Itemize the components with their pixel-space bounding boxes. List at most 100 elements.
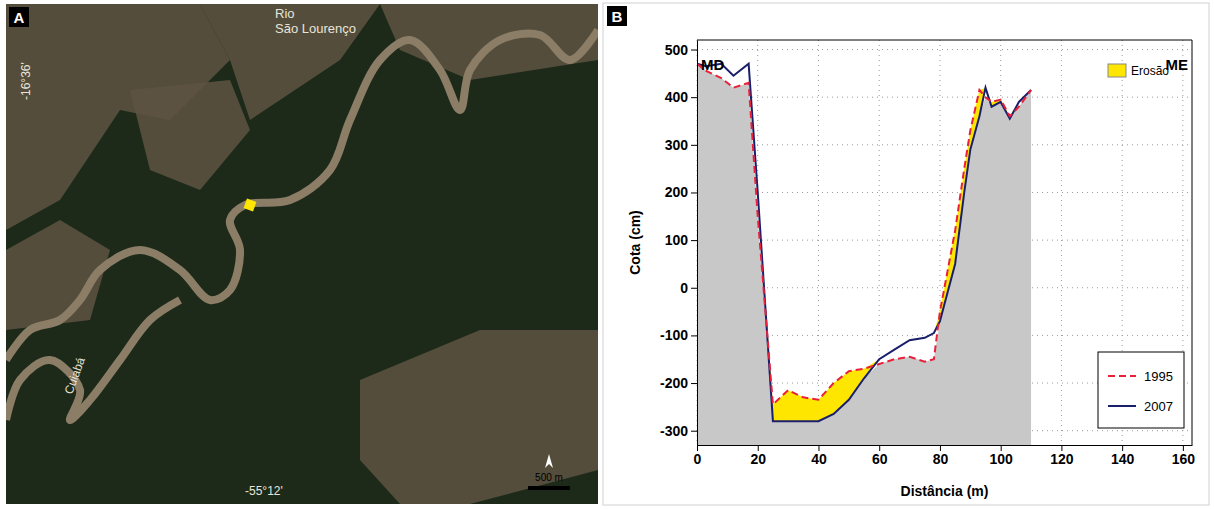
legend-line [1108, 405, 1136, 407]
erosion-legend: Erosão [1108, 64, 1169, 78]
tick-mark [691, 145, 697, 146]
legend-label: 1995 [1144, 369, 1173, 384]
field [360, 330, 598, 504]
panel-a: A RioSão Lourenço Cuiabá -16°36' -55°12' 500 … [6, 4, 598, 504]
tick-mark [691, 50, 697, 51]
plot-frame [697, 40, 1192, 41]
tick: 300 [665, 137, 697, 153]
map-label: Cuiabá [62, 355, 88, 396]
figure: A RioSão Lourenço Cuiabá -16°36' -55°12' 500 … [0, 0, 1214, 509]
plot-frame [1192, 40, 1193, 445]
background [6, 4, 598, 504]
map-label: RioSão Lourenço [275, 6, 356, 36]
tick: 20 [750, 445, 766, 467]
tick-label: 200 [665, 184, 689, 200]
legend-box [1098, 352, 1184, 428]
grid-line-x [1061, 40, 1062, 445]
x-axis-title: Distância (m) [901, 483, 989, 499]
legend: 1995 2007 [1098, 352, 1184, 428]
tick: 140 [1111, 445, 1135, 467]
grid-line-y [697, 192, 1192, 193]
coordinate-label: -16°36' [19, 62, 33, 100]
ground-area [697, 64, 1031, 445]
panel-b: 0 20 40 60 80 100 120 140 160 -300 -200 -100 0 100 200… [603, 3, 1209, 505]
tick: 80 [933, 445, 949, 467]
tick-mark [691, 97, 697, 98]
tick: 200 [665, 184, 697, 200]
legend-line [1108, 375, 1136, 377]
y-axis-title: Cota (cm) [627, 210, 643, 275]
grid-line-y [697, 240, 1192, 241]
y-axis: -300 -200 -100 0 100 200 300 400 500 [660, 41, 698, 446]
tick-mark [691, 288, 697, 289]
erosion-area [697, 64, 1031, 421]
tick-label: 60 [872, 451, 888, 467]
legend-label: 2007 [1144, 399, 1173, 414]
tick: 100 [990, 445, 1014, 467]
tick-label: 100 [665, 232, 689, 248]
tick-label: 500 [665, 42, 689, 58]
panel-label-text: B [612, 8, 623, 25]
legend-label: Erosão [1131, 64, 1169, 78]
panel-label-box [9, 7, 29, 27]
tick-label: 40 [811, 451, 827, 467]
section-marker [244, 199, 257, 212]
tick-mark [691, 431, 697, 432]
tick-mark [691, 192, 697, 193]
panel-frame [603, 3, 1209, 505]
tick-label: 300 [665, 137, 689, 153]
line-1995 [697, 64, 1031, 405]
axis-line [697, 41, 698, 446]
panel-label-text: A [14, 9, 25, 26]
tick: 60 [872, 445, 888, 467]
tick: -200 [660, 375, 697, 391]
bank-label: MD [701, 56, 724, 73]
tick-label: 100 [990, 451, 1014, 467]
scale-label: 500 m [535, 472, 563, 483]
grid-line-x [818, 40, 819, 445]
tick-label: 80 [933, 451, 949, 467]
tick: 120 [1050, 445, 1074, 467]
grid-line-x [697, 40, 698, 445]
tick-label: 140 [1111, 451, 1135, 467]
grid-line-y [697, 49, 1192, 50]
tick-mark [691, 240, 697, 241]
tick-label: 400 [665, 89, 689, 105]
tick: 0 [694, 445, 702, 467]
tick: -300 [660, 423, 697, 439]
tick-label: 0 [680, 280, 688, 296]
grid-line-y [697, 97, 1192, 98]
tick: 40 [811, 445, 827, 467]
tick-mark [691, 383, 697, 384]
plot-area [697, 64, 1031, 445]
panel-label: A [9, 7, 29, 27]
grid-line-y [697, 144, 1192, 145]
grid [697, 40, 1192, 445]
x-axis: 0 20 40 60 80 100 120 140 160 [694, 445, 1196, 467]
tick: -100 [660, 327, 697, 343]
coordinate-label: -55°12' [245, 484, 283, 498]
river [6, 300, 180, 420]
tick: 500 [665, 42, 697, 58]
tick-label: -300 [660, 423, 688, 439]
tick-label: 0 [694, 451, 702, 467]
tick-label: 120 [1050, 451, 1074, 467]
satellite-image [6, 4, 598, 504]
axis-line [698, 445, 1193, 446]
scale-bar [528, 486, 570, 490]
panel-label-box [607, 6, 627, 26]
tick-label: 20 [750, 451, 766, 467]
river [6, 30, 598, 360]
field [130, 80, 250, 190]
north-arrow [545, 454, 553, 468]
legend-swatch [1108, 64, 1126, 77]
tick: 100 [665, 232, 697, 248]
tick: 160 [1172, 445, 1196, 467]
line-2007 [697, 64, 1031, 421]
tick-mark [691, 335, 697, 336]
tick-label: -100 [660, 327, 688, 343]
tick: 400 [665, 89, 697, 105]
tick: 0 [680, 280, 697, 296]
tick-label: -200 [660, 375, 688, 391]
tick-label: 160 [1172, 451, 1196, 467]
